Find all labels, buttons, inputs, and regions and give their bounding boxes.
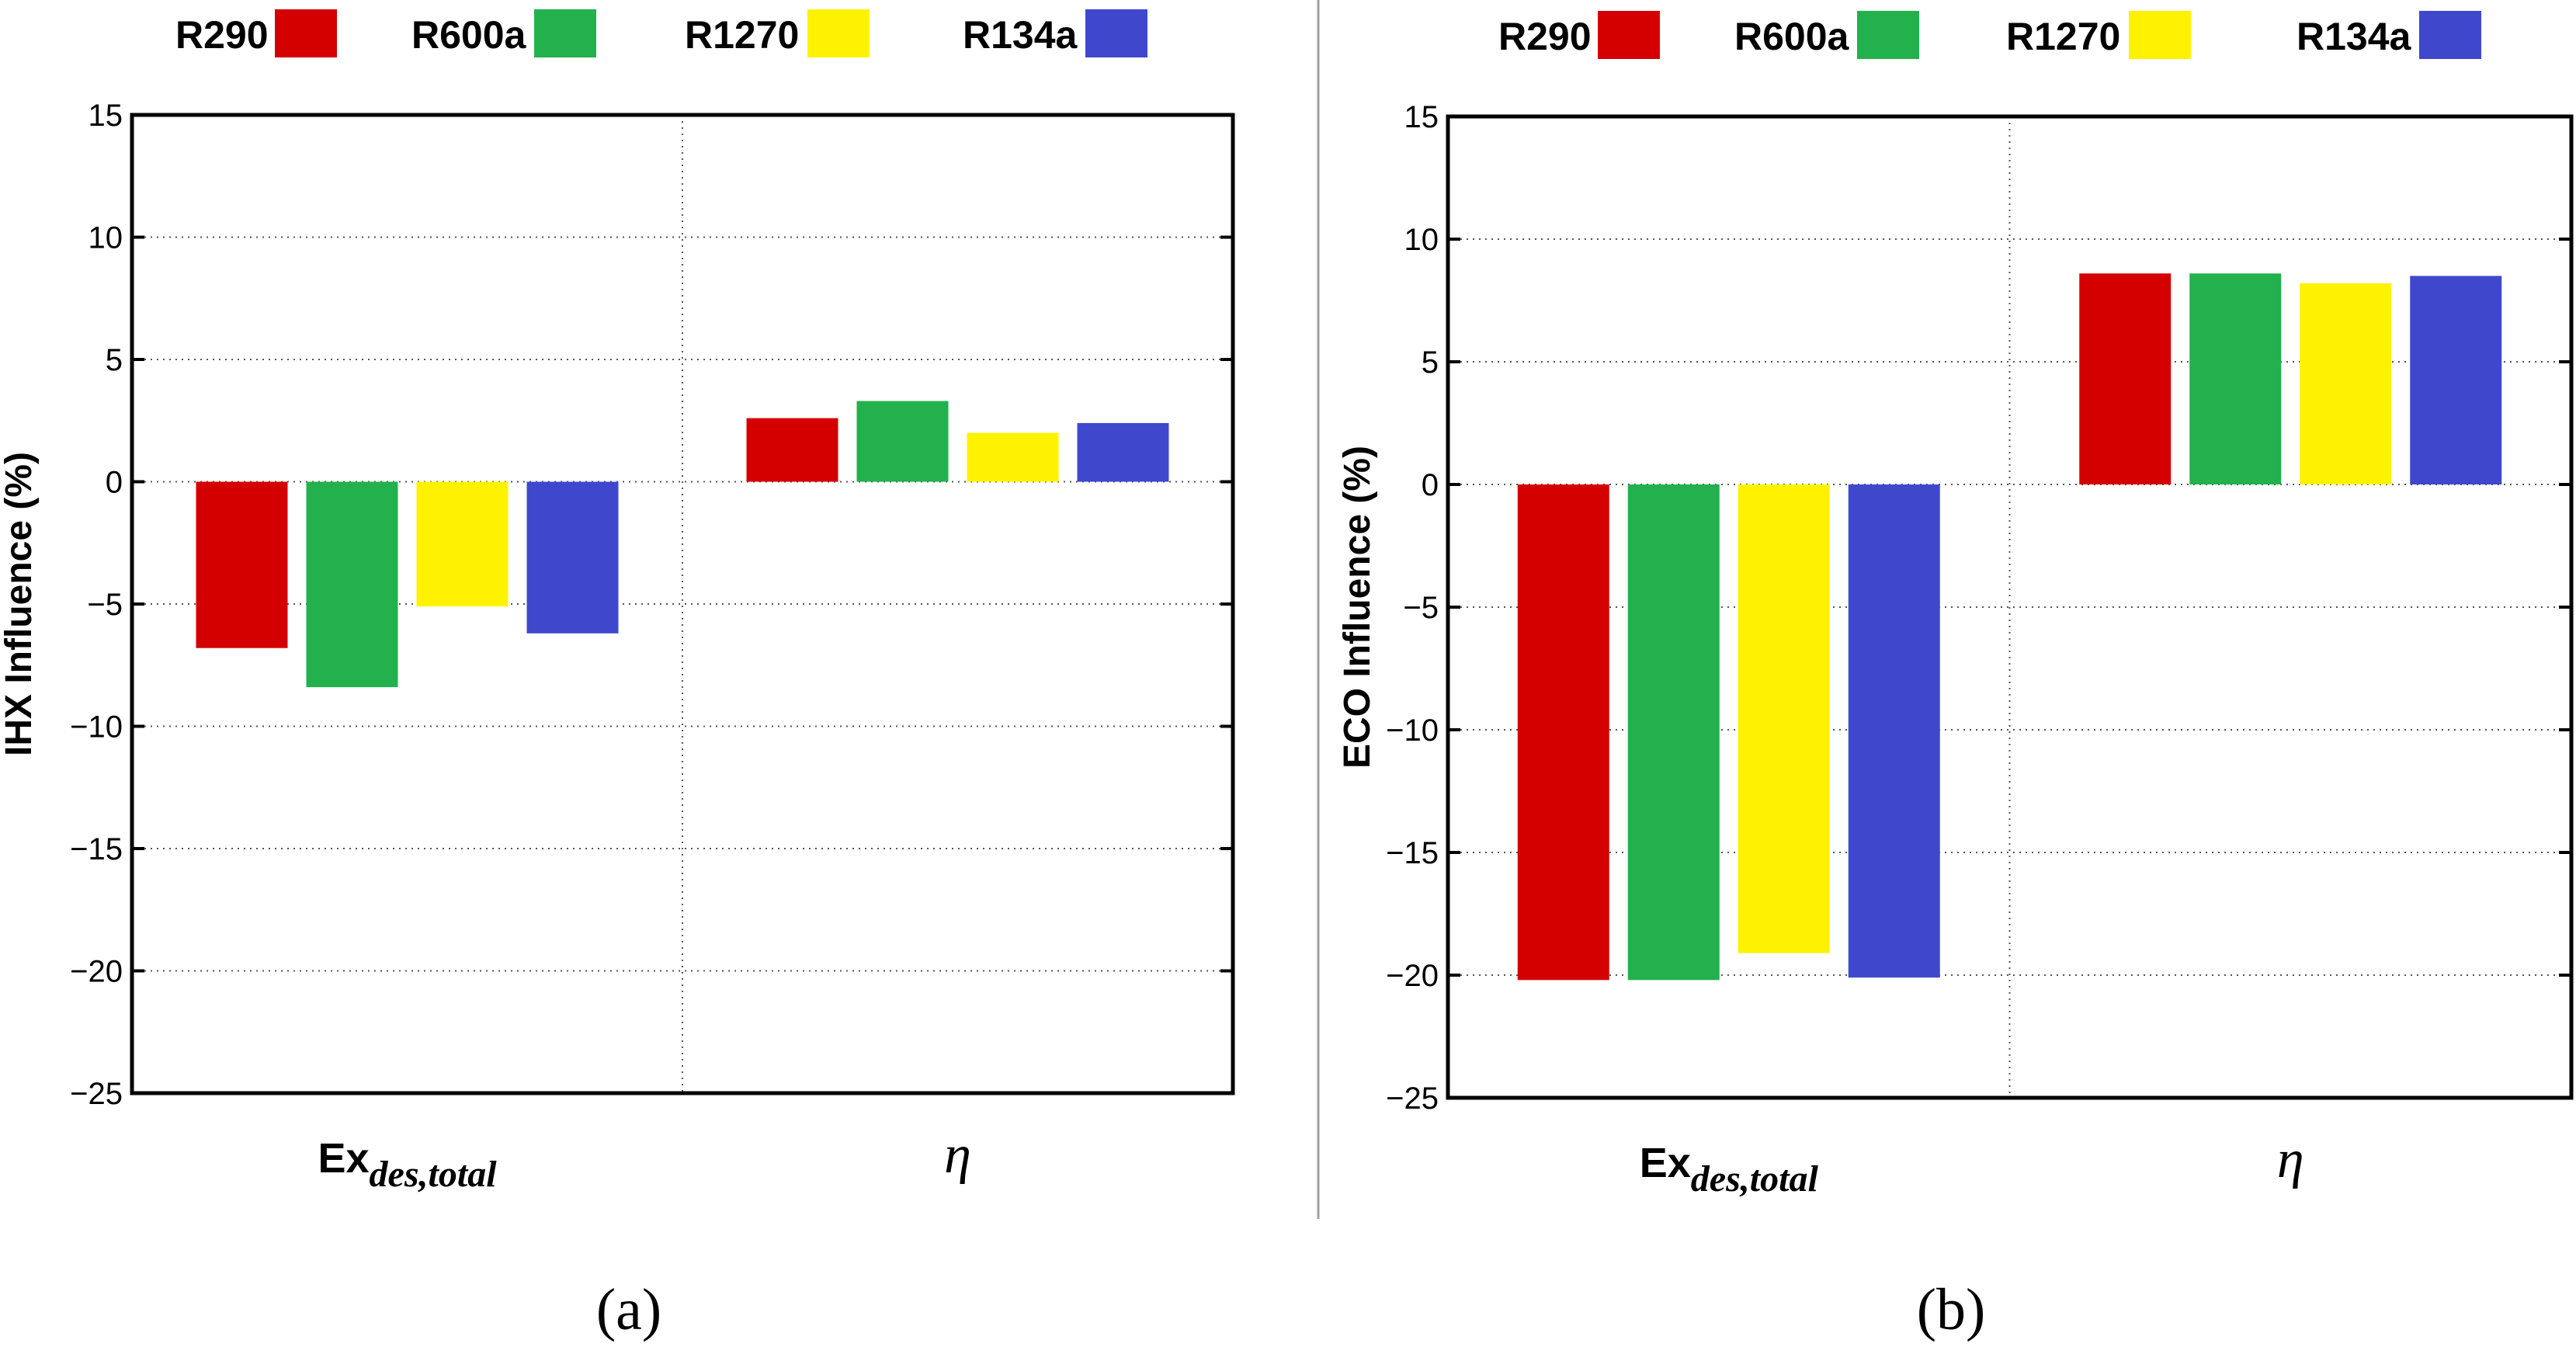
x-category-label: Exdes,total <box>318 1135 497 1195</box>
panel-label: (b) <box>1917 1277 1986 1342</box>
y-tick-label: −10 <box>1386 713 1439 748</box>
bars <box>196 401 1169 688</box>
legend-label: R600a <box>411 13 527 57</box>
bar-r290 <box>1517 484 1609 981</box>
bar-r134a <box>526 481 619 634</box>
y-tick-label: −15 <box>1386 836 1439 870</box>
legend-swatch <box>534 9 596 57</box>
legend-label: R290 <box>175 13 269 57</box>
y-tick-label: −25 <box>70 1077 123 1111</box>
y-tick-label: 15 <box>89 99 123 133</box>
y-tick-label: −25 <box>1386 1081 1439 1116</box>
grid <box>1448 116 2571 1098</box>
y-tick-label: −5 <box>1403 591 1439 625</box>
y-tick-label: −20 <box>1386 959 1439 993</box>
legend: R290 R600a R1270 R134a <box>1498 11 2481 59</box>
legend-swatch <box>2419 11 2481 59</box>
x-category-label: η <box>2277 1130 2304 1189</box>
y-tick-label: −15 <box>70 832 123 866</box>
legend-label: R290 <box>1498 15 1592 58</box>
grid <box>132 115 1233 1093</box>
bar-r1270 <box>416 481 509 607</box>
bar-r134a <box>1077 422 1169 482</box>
bar-r600a <box>856 401 949 482</box>
legend-label: R134a <box>2297 15 2412 58</box>
y-tick-label: 15 <box>1404 100 1439 134</box>
y-axis-ticks: 15 10 5 0 −5 −10 −15 −20 −25 <box>1386 100 2571 1116</box>
legend-label: R134a <box>963 13 1078 57</box>
chart-panel-b: R290 R600a R1270 R134a 15 10 5 0 −5 −10 −15 −20 −25… <box>1337 11 2574 1342</box>
legend-swatch <box>1598 11 1660 59</box>
bar-r600a <box>1627 484 1720 981</box>
bar-r134a <box>1848 484 1940 978</box>
legend-swatch <box>2129 11 2191 59</box>
legend: R290 R600a R1270 R134a <box>175 9 1147 57</box>
legend-label: R1270 <box>2006 15 2120 58</box>
bar-r290 <box>746 418 838 482</box>
bar-r600a <box>306 481 398 688</box>
bar-r1270 <box>1738 484 1830 953</box>
legend-swatch <box>275 9 337 57</box>
y-tick-label: 5 <box>1422 345 1439 380</box>
bar-r600a <box>2189 273 2282 484</box>
bar-r290 <box>2079 273 2172 484</box>
y-axis-label: IHX Influence (%) <box>0 452 40 756</box>
bar-r134a <box>2410 276 2502 484</box>
legend-swatch <box>1857 11 1919 59</box>
y-tick-label: 5 <box>106 343 123 377</box>
y-tick-label: 0 <box>1422 468 1439 502</box>
y-tick-label: 10 <box>89 221 123 255</box>
legend-swatch <box>807 9 870 57</box>
panel-label: (a) <box>596 1277 661 1342</box>
bar-r1270 <box>967 432 1059 482</box>
y-tick-label: −10 <box>70 710 123 745</box>
x-axis-categories: Exdes,total η <box>1640 1130 2304 1200</box>
y-axis-label: ECO Influence (%) <box>1337 446 1378 769</box>
y-tick-label: 0 <box>106 466 123 500</box>
legend-swatch <box>1085 9 1147 57</box>
y-axis-ticks: 15 10 5 0 −5 −10 −15 −20 −25 <box>70 99 1233 1111</box>
bars <box>1517 273 2502 981</box>
y-tick-label: −5 <box>87 588 123 622</box>
legend-label: R1270 <box>685 13 799 57</box>
x-category-label: η <box>944 1125 971 1185</box>
y-tick-label: −20 <box>70 955 123 989</box>
bar-r290 <box>196 481 288 648</box>
x-axis-categories: Exdes,total η <box>318 1125 970 1195</box>
chart-panel-a: R290 R600a R1270 R134a 15 10 5 0 −5 −10 −15 −20 −25… <box>0 9 1235 1342</box>
legend-label: R600a <box>1734 15 1850 58</box>
plot-frame <box>130 113 1235 1095</box>
y-tick-label: 10 <box>1404 223 1439 257</box>
x-category-label: Exdes,total <box>1640 1140 1819 1200</box>
bar-r1270 <box>2300 283 2392 484</box>
